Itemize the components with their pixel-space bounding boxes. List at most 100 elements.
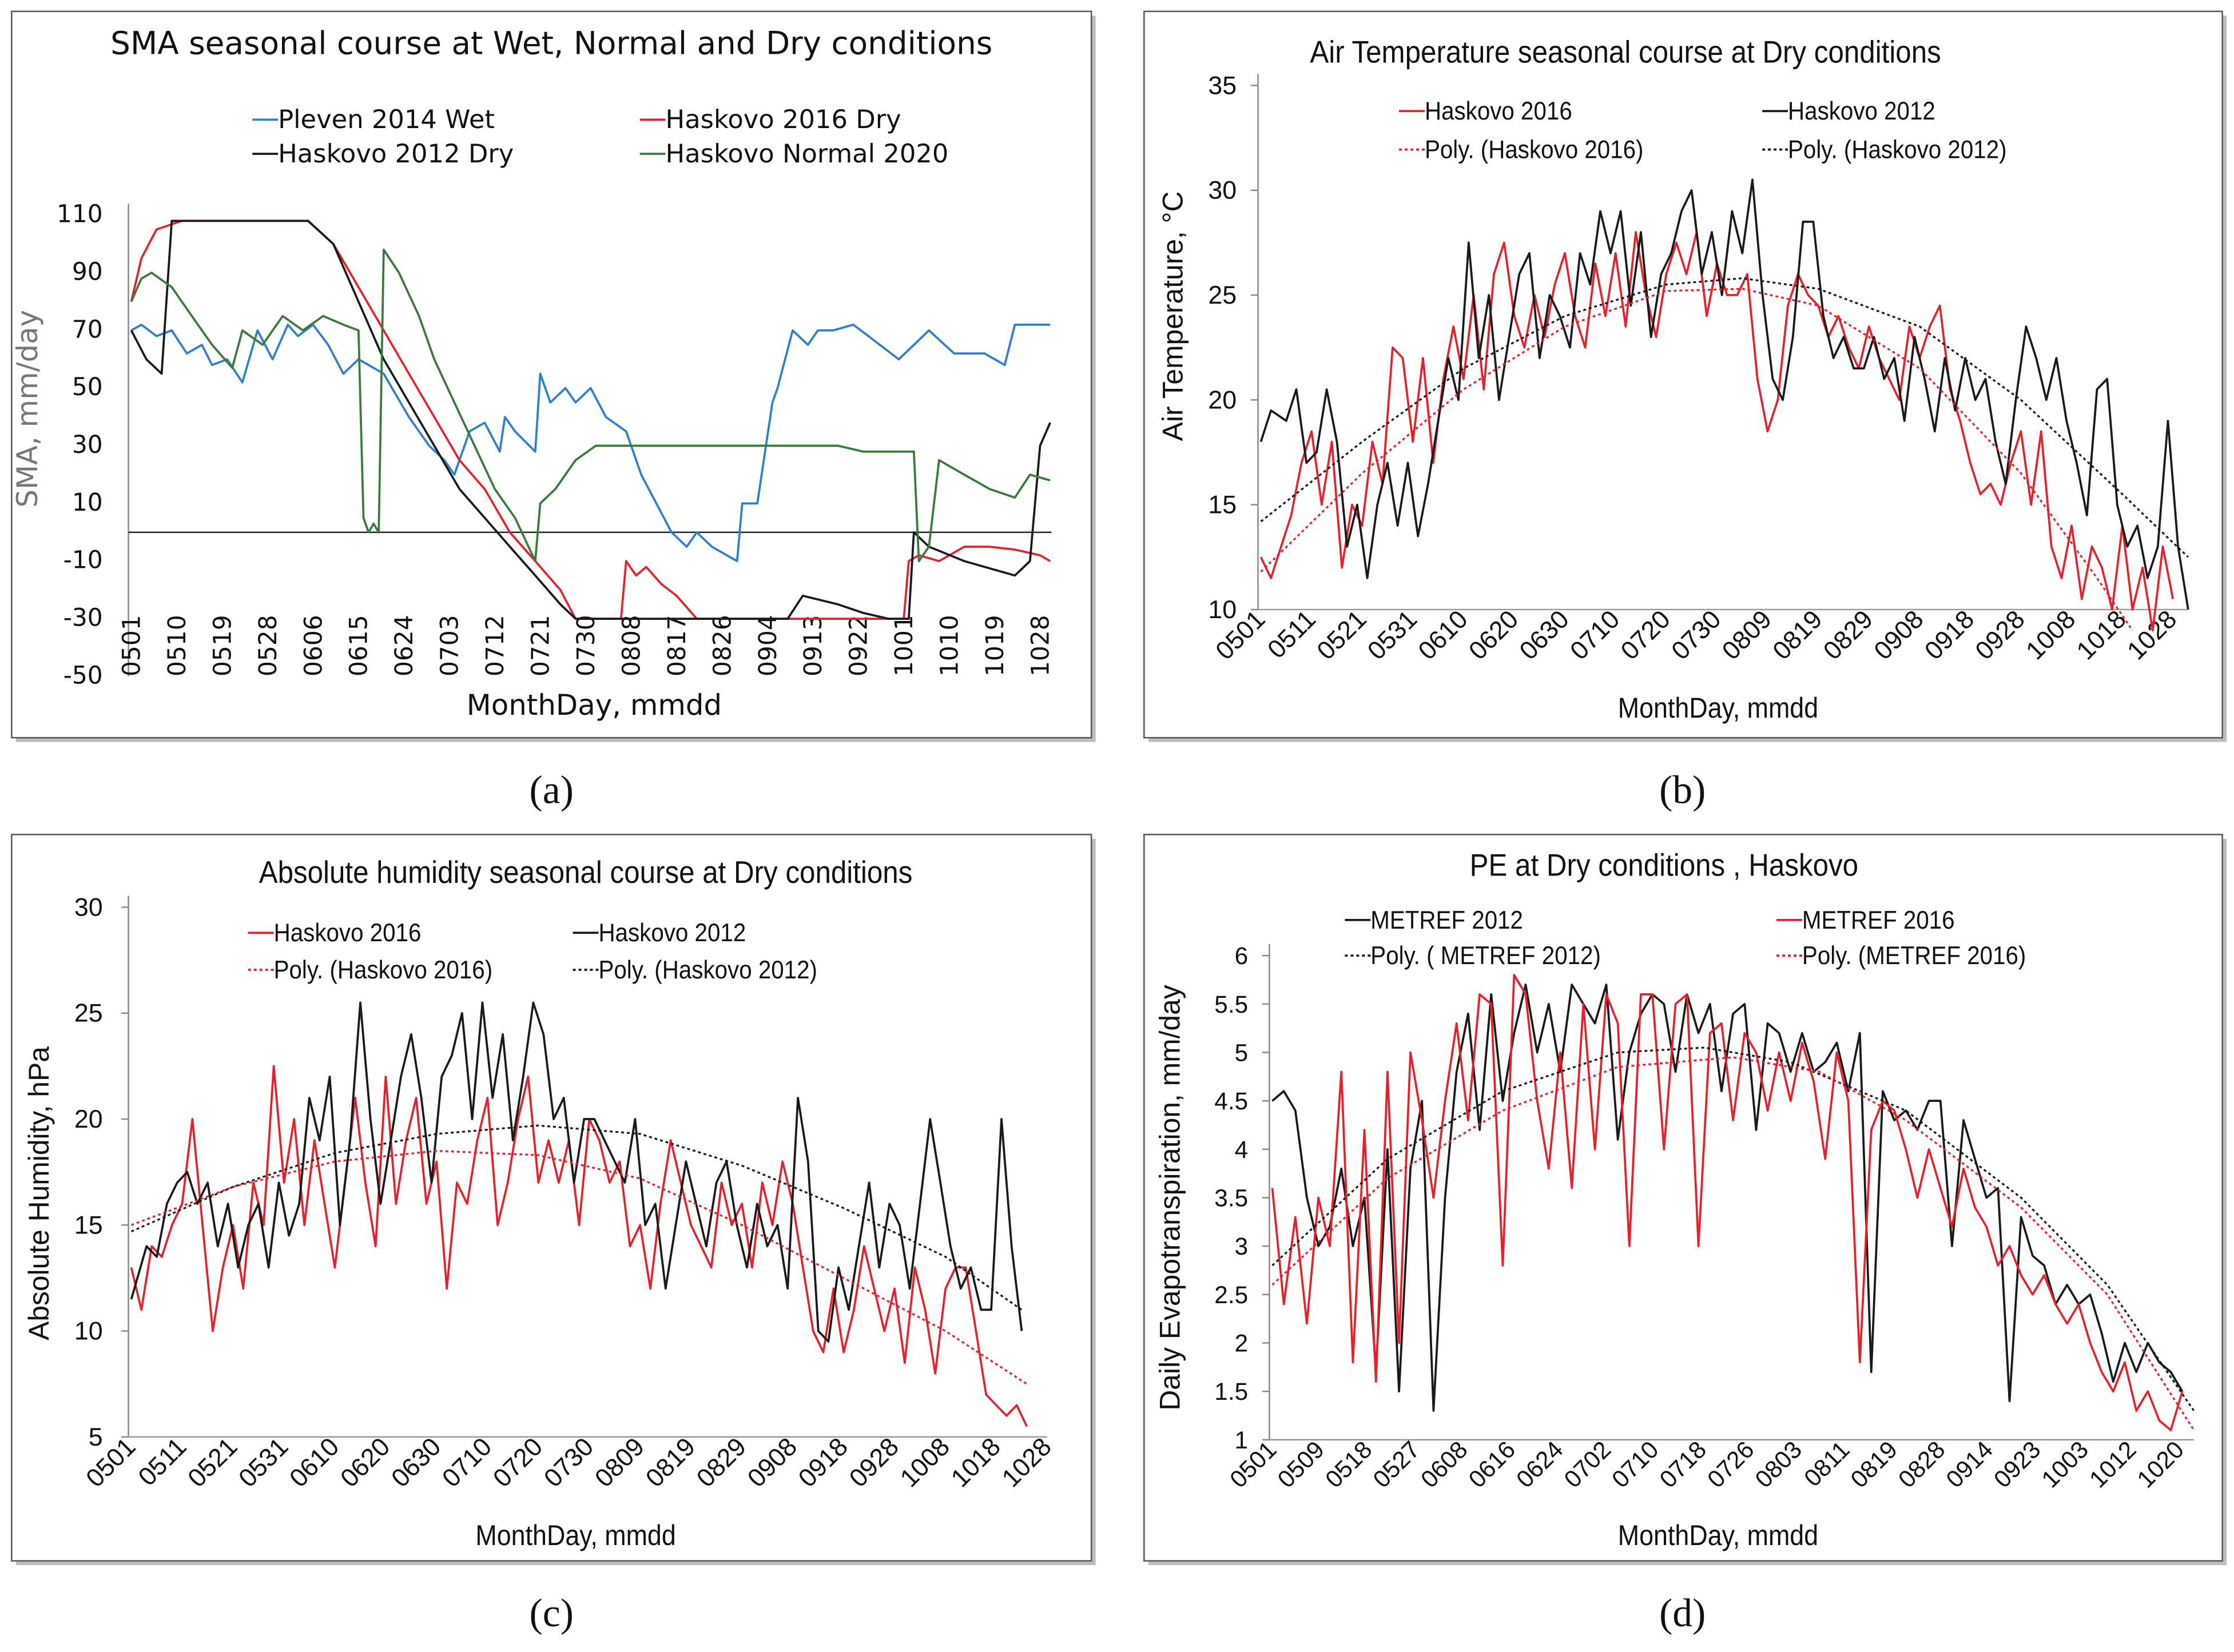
x-tick-label: 1010 [936, 615, 964, 676]
legend-label: Haskovo 2012 Dry [278, 138, 514, 169]
legend-entry: Poly. (Haskovo 2016) [248, 956, 492, 984]
y-tick-label: 20 [74, 1105, 103, 1133]
legend-entry: Pleven 2014 Wet [252, 104, 495, 134]
x-tick-label: 0519 [208, 615, 236, 676]
legend-entry: Poly. (METREF 2016) [1776, 941, 2026, 970]
y-tick-label: -30 [63, 604, 103, 632]
legend-label: Poly. (Haskovo 2016) [1425, 136, 1644, 164]
panel-frame [1143, 10, 2223, 739]
legend-entry: METREF 2012 [1345, 906, 1523, 934]
series-line-pleven-2014-wet [130, 323, 1051, 563]
panel-label: (d) [1659, 1591, 1706, 1635]
legend-label: Poly. (Haskovo 2012) [1788, 136, 2007, 164]
y-tick-label: 4 [1235, 1136, 1249, 1163]
panel-label: (c) [530, 1591, 574, 1635]
y-tick-label: 10 [74, 1317, 103, 1346]
legend-label: Haskovo Normal 2020 [666, 138, 949, 169]
y-tick-label: 15 [1208, 491, 1237, 519]
x-tick-label: 0826 [708, 615, 736, 676]
chart-title: Absolute humidity seasonal course at Dry… [259, 855, 913, 890]
y-tick-label: 1.5 [1214, 1378, 1248, 1405]
chart-title: Air Temperature seasonal course at Dry c… [1310, 35, 1941, 70]
panel-frame [11, 10, 1092, 739]
legend-entry: Haskovo 2016 Dry [639, 104, 901, 134]
y-tick-label: 3.5 [1214, 1184, 1248, 1211]
x-tick-label: 0817 [663, 615, 691, 676]
panel-label: (a) [530, 769, 574, 813]
y-axis-title: Air Temperature, °C [1157, 191, 1189, 441]
series-line-poly-haskovo-2012 [130, 1124, 1023, 1311]
legend-label: Haskovo 2012 [1788, 97, 1935, 125]
legend-label: METREF 2012 [1370, 906, 1523, 934]
chart-title: SMA seasonal course at Wet, Normal and D… [110, 25, 992, 62]
y-tick-label: 3 [1235, 1233, 1249, 1260]
series-line-haskovo-2012 [1259, 178, 2189, 610]
series-line-haskovo-normal-2020 [130, 248, 1051, 563]
chart-title: PE at Dry conditions , Haskovo [1470, 848, 1859, 883]
x-tick-label: 0703 [436, 615, 464, 676]
legend-entry: Haskovo 2012 [573, 918, 746, 948]
y-tick-label: 90 [72, 257, 103, 285]
y-tick-label: 5 [1235, 1039, 1249, 1066]
legend-entry: Haskovo 2016 [248, 918, 422, 948]
legend-entry: Haskovo 2012 [1762, 97, 1935, 126]
legend-entry: Poly. (Haskovo 2016) [1399, 136, 1643, 164]
x-tick-label: 0808 [617, 615, 645, 676]
y-tick-label: 110 [57, 200, 103, 228]
legend-label: Poly. (METREF 2016) [1802, 941, 2026, 970]
series-line-metref-2012 [1271, 984, 2184, 1412]
x-tick-label: 0615 [345, 615, 373, 676]
x-tick-label: 0528 [254, 615, 282, 676]
panel-frame [11, 834, 1092, 1562]
panel-label: (b) [1659, 769, 1706, 813]
y-tick-label: 35 [1208, 71, 1237, 99]
legend-label: Poly. (Haskovo 2012) [598, 956, 817, 984]
chart-panel-c: Absolute humidity seasonal course at Dry… [11, 834, 1096, 1566]
x-tick-label: 0501 [118, 615, 146, 676]
y-tick-label: -10 [63, 546, 103, 574]
chart-panel-b: Air Temperature seasonal course at Dry c… [1143, 10, 2227, 742]
series-line-poly-haskovo-2012 [1260, 277, 2189, 558]
legend-label: METREF 2016 [1802, 906, 1955, 934]
y-tick-label: 4.5 [1214, 1088, 1248, 1114]
y-tick-label: 25 [74, 999, 103, 1028]
series-line-metref-2016 [1271, 974, 2184, 1431]
y-tick-label: 50 [72, 373, 103, 401]
x-tick-label: 0624 [390, 615, 418, 676]
x-tick-label: 1028 [1026, 615, 1054, 676]
y-tick-label: 1 [1235, 1427, 1249, 1454]
y-axis-title: Daily Evapotranspiration, mm/day [1154, 985, 1186, 1411]
series-line-poly-haskovo-2016 [1260, 288, 2133, 631]
legend-label: Haskovo 2012 [598, 918, 746, 947]
chart-panel-d: PE at Dry conditions , Haskovo MonthDay, … [1143, 834, 2227, 1566]
legend-entry: Haskovo 2016 [1399, 97, 1572, 126]
legend-label: Pleven 2014 Wet [278, 104, 495, 134]
legend-entry: Haskovo 2012 Dry [252, 138, 514, 169]
x-tick-label: 0510 [163, 615, 191, 676]
y-tick-label: 6 [1235, 942, 1249, 969]
series-line-haskovo-2012-dry [130, 220, 1051, 620]
x-tick-label: 0730 [572, 615, 600, 676]
y-axis-title: Absolute Humidity, hPa [23, 1046, 55, 1340]
y-tick-label: 30 [1208, 176, 1237, 205]
y-tick-label: 2.5 [1214, 1281, 1248, 1308]
y-tick-label: 30 [74, 893, 103, 921]
legend-label: Haskovo 2016 [274, 918, 422, 947]
series-line-haskovo-2012 [130, 1001, 1023, 1343]
x-axis-title: MonthDay, mmdd [1618, 1520, 1818, 1552]
x-tick-label: 0913 [799, 615, 827, 676]
y-tick-label: 5 [89, 1423, 103, 1451]
y-tick-label: -50 [63, 661, 103, 689]
legend-entry: Poly. (Haskovo 2012) [573, 956, 817, 984]
legend-entry: METREF 2016 [1776, 906, 1955, 934]
x-tick-label: 0721 [527, 615, 555, 676]
y-tick-label: 10 [1208, 595, 1237, 624]
x-axis-title: MonthDay, mmdd [475, 1520, 675, 1552]
y-tick-label: 5.5 [1214, 991, 1248, 1018]
y-axis-title: SMA, mm/day [11, 310, 44, 508]
y-tick-label: 20 [1208, 385, 1237, 414]
legend-entry: Poly. ( METREF 2012) [1345, 941, 1601, 970]
chart-panel-a: SMA seasonal course at Wet, Normal and D… [11, 10, 1096, 742]
x-axis-title: MonthDay, mmdd [467, 688, 722, 722]
